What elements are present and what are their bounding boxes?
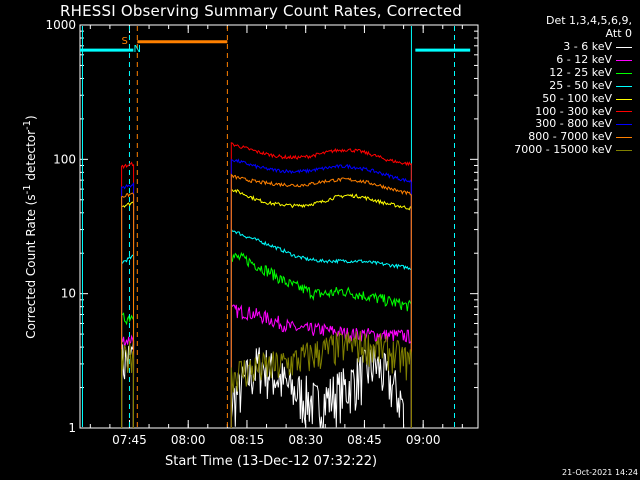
legend-entry-label: 100 - 300 keV — [535, 104, 612, 118]
series-line — [230, 142, 412, 429]
y-axis-label-part: Corrected Count Rate (s — [24, 194, 38, 339]
series-line — [121, 334, 135, 429]
legend-swatch — [616, 111, 632, 113]
legend-entry-label: 12 - 25 keV — [549, 65, 612, 79]
series-line — [230, 330, 412, 429]
series-line — [230, 158, 412, 429]
y-tick-label: 1000 — [45, 18, 76, 32]
legend-swatch — [616, 124, 632, 126]
series-line — [230, 346, 405, 429]
y-axis-label-part: ) — [24, 115, 38, 120]
y-tick-label: 100 — [53, 152, 76, 166]
generated-timestamp: 21-Oct-2021 14:24 — [562, 468, 638, 477]
legend-entry: 100 - 300 keV — [514, 104, 632, 119]
series-line — [230, 251, 412, 429]
x-tick-label: 07:45 — [112, 433, 147, 447]
series-line — [230, 173, 412, 429]
series-line — [121, 182, 135, 429]
x-tick-label: 09:00 — [406, 433, 441, 447]
legend-entry: 12 - 25 keV — [514, 65, 632, 80]
legend-swatch — [616, 59, 632, 61]
legend-swatch — [616, 98, 632, 100]
legend-entry-label: 3 - 6 keV — [563, 40, 612, 53]
y-axis-label-exponent: -1 — [22, 184, 33, 195]
y-tick-label: 10 — [61, 287, 76, 301]
legend-header: Det 1,3,4,5,6,9, Att 0 — [546, 14, 632, 40]
y-axis-label-exponent: -1 — [22, 119, 33, 130]
legend-entry: 800 - 7000 keV — [514, 130, 632, 144]
legend-header-line1: Det 1,3,4,5,6,9, — [545, 14, 632, 27]
legend-entry: 7000 - 15000 keV — [514, 143, 632, 157]
y-axis-label-part: detector — [24, 129, 38, 185]
legend: 3 - 6 keV 6 - 12 keV 12 - 25 keV 25 - 50 ke… — [514, 40, 632, 157]
legend-entry: 6 - 12 keV — [514, 52, 632, 67]
x-tick-label: 08:45 — [347, 433, 382, 447]
plot-frame — [79, 24, 479, 429]
series-line — [121, 340, 135, 429]
legend-swatch — [616, 150, 632, 152]
legend-entry-label: 7000 - 15000 keV — [514, 143, 612, 157]
legend-swatch — [616, 85, 632, 87]
x-axis-label: Start Time (13-Dec-12 07:32:22) — [165, 454, 378, 469]
x-tick-label: 08:30 — [288, 433, 323, 447]
series-line — [121, 192, 135, 429]
saa-label: S — [121, 36, 127, 47]
legend-entry-label: 50 - 100 keV — [542, 91, 612, 105]
series-line — [121, 161, 135, 429]
x-tick-label: 08:15 — [230, 433, 265, 447]
x-tick-label: 08:00 — [171, 433, 206, 447]
legend-entry-label: 25 - 50 keV — [549, 78, 612, 92]
legend-header-line2: Att 0 — [605, 27, 632, 40]
legend-entry: 3 - 6 keV — [514, 40, 632, 54]
series-line — [230, 189, 412, 429]
legend-entry: 50 - 100 keV — [514, 91, 632, 106]
legend-entry-label: 800 - 7000 keV — [528, 130, 612, 144]
y-axis-label: Corrected Count Rate (s-1 detector-1) — [22, 115, 38, 338]
legend-entry-label: 6 - 12 keV — [556, 52, 612, 66]
y-tick-label: 1 — [68, 421, 76, 435]
series-line — [230, 304, 412, 429]
legend-swatch — [616, 46, 632, 48]
legend-swatch — [616, 137, 632, 139]
legend-entry-label: 300 - 800 keV — [535, 117, 612, 131]
series-line — [230, 228, 412, 429]
legend-swatch — [616, 72, 632, 74]
chart-title: RHESSI Observing Summary Count Rates, Co… — [60, 2, 463, 20]
night-label: N — [133, 44, 140, 55]
legend-entry: 25 - 50 keV — [514, 78, 632, 93]
legend-entry: 300 - 800 keV — [514, 118, 632, 131]
